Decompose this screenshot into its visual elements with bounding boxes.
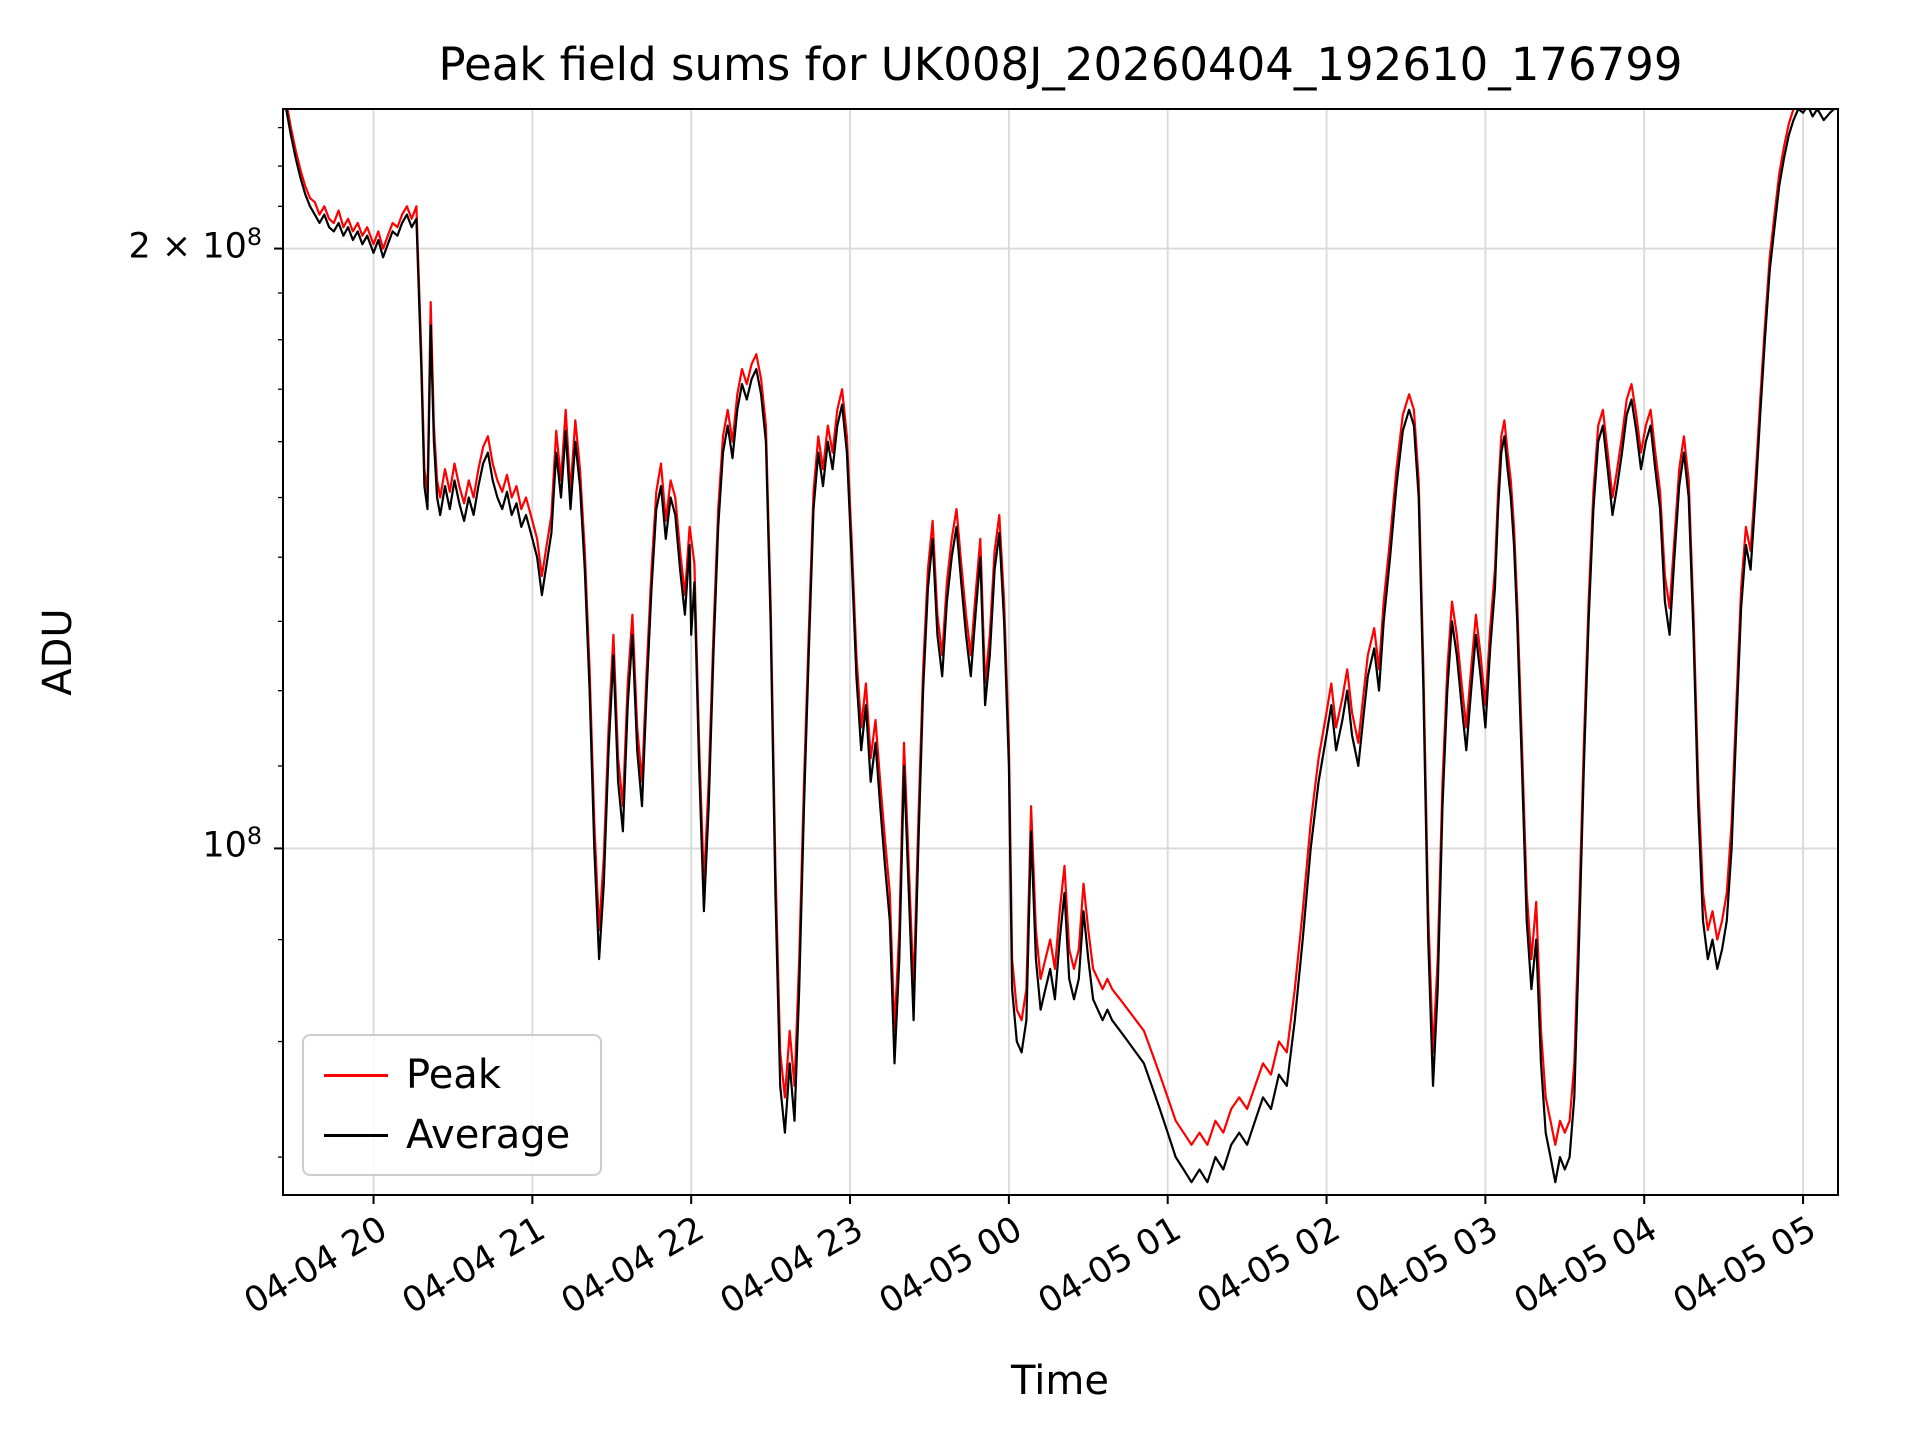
chart-title: Peak field sums for UK008J_20260404_1926… [438,38,1683,91]
legend-item-peak: Peak [324,1052,570,1098]
x-axis-label: Time [1011,1358,1109,1404]
tick-marks [274,126,1805,1204]
axes-frame [282,108,1839,1196]
legend-label-average: Average [406,1112,571,1158]
legend-item-average: Average [324,1112,570,1158]
legend-swatch-average [324,1133,388,1137]
y-axis-label: ADU [35,608,81,696]
y-tick-label: 2 × 108 [128,222,262,267]
peak-line [286,109,1826,1146]
average-line [285,109,1836,1184]
legend-swatch-peak [324,1073,388,1077]
y-tick-label: 108 [202,822,262,867]
gridlines [283,109,1838,1195]
legend: Peak Average [302,1034,603,1176]
legend-label-peak: Peak [406,1052,501,1098]
